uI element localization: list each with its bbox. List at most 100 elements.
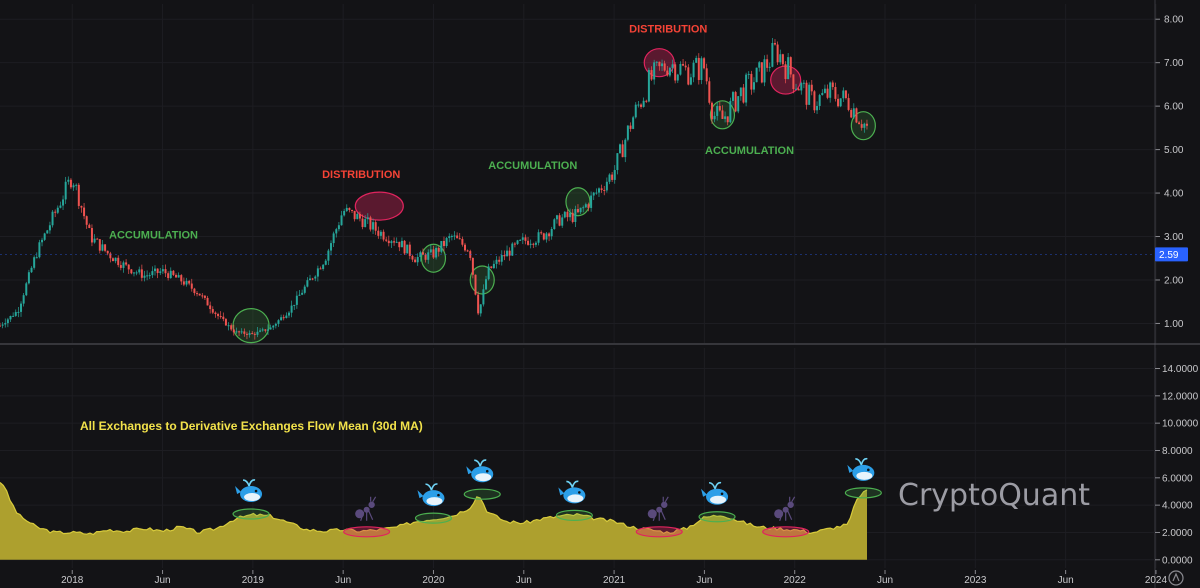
whale-icon xyxy=(417,483,445,507)
candle-body-285 xyxy=(747,73,750,75)
candle-body-157 xyxy=(411,255,414,260)
candle-body-122 xyxy=(319,268,322,270)
candle-body-124 xyxy=(324,260,327,265)
candle-body-128 xyxy=(335,229,338,234)
candle-body-300 xyxy=(787,57,790,80)
candle-body-79 xyxy=(206,297,209,306)
x-tick-label-10: 2023 xyxy=(964,575,987,586)
whale-tail xyxy=(466,466,473,475)
candle-body-256 xyxy=(671,64,674,68)
candle-body-87 xyxy=(227,325,230,327)
candle-body-118 xyxy=(309,278,312,281)
ant-icon xyxy=(647,496,669,521)
candle-body-213 xyxy=(558,215,561,226)
candle-body-22 xyxy=(56,207,59,213)
candle-body-80 xyxy=(209,305,212,310)
flow-zone-whale-2 xyxy=(414,512,453,524)
candle-body-319 xyxy=(837,98,840,107)
candle-body-85 xyxy=(222,316,225,320)
candle-body-84 xyxy=(219,316,222,318)
annotation-distribution-1: DISTRIBUTION xyxy=(322,169,400,181)
candle-body-288 xyxy=(755,67,758,83)
annotation-accumulation-2: ACCUMULATION xyxy=(488,160,577,172)
candle-body-205 xyxy=(537,232,540,243)
last-price-badge xyxy=(1155,247,1188,262)
candle-body-113 xyxy=(295,295,298,305)
candle-body-109 xyxy=(285,315,288,318)
candle-body-253 xyxy=(663,63,666,71)
candle-body-50 xyxy=(130,269,133,274)
candle-body-55 xyxy=(143,275,146,278)
whale-icon xyxy=(847,457,875,481)
candle-body-323 xyxy=(847,98,850,110)
candle-body-8 xyxy=(20,303,23,312)
candle-body-167 xyxy=(437,248,440,252)
whale-belly xyxy=(856,471,873,480)
candle-body-246 xyxy=(645,100,648,102)
candle-body-98 xyxy=(256,331,259,335)
candle-body-244 xyxy=(640,104,643,107)
candle-body-97 xyxy=(253,333,256,335)
candle-body-211 xyxy=(553,219,556,230)
candle-body-151 xyxy=(395,241,398,243)
candle-body-123 xyxy=(322,264,325,269)
price-zone-distribution-1 xyxy=(354,191,404,221)
candle-body-141 xyxy=(369,217,372,230)
candle-body-58 xyxy=(151,271,154,276)
whale-spout xyxy=(242,479,256,487)
candle-body-120 xyxy=(314,276,317,279)
candle-body-175 xyxy=(458,238,461,240)
candle-body-229 xyxy=(600,188,603,191)
candle-body-54 xyxy=(140,269,143,278)
candle-body-220 xyxy=(576,209,579,213)
candle-body-233 xyxy=(611,174,614,180)
candle-body-111 xyxy=(290,305,293,313)
candle-body-232 xyxy=(608,174,611,182)
candle-body-187 xyxy=(490,266,493,268)
chart-settings-icon[interactable] xyxy=(1168,570,1184,586)
candle-body-201 xyxy=(527,240,530,245)
candle-body-304 xyxy=(797,88,800,91)
flow-zone-retail-7 xyxy=(762,526,810,538)
last-price-label: 2.59 xyxy=(1159,250,1179,261)
ant-legs xyxy=(779,496,796,521)
whale-eye xyxy=(578,491,581,494)
candle-body-77 xyxy=(201,295,204,297)
candle-body-192 xyxy=(503,255,506,257)
candle-body-29 xyxy=(75,184,78,186)
candle-body-166 xyxy=(435,248,438,258)
candle-body-234 xyxy=(613,170,616,180)
candle-body-96 xyxy=(251,333,254,335)
candle-body-59 xyxy=(154,268,157,272)
candle-body-267 xyxy=(700,58,703,80)
candle-body-158 xyxy=(414,259,417,263)
candle-body-279 xyxy=(731,92,734,101)
candle-body-312 xyxy=(818,95,821,106)
candle-body-74 xyxy=(193,288,196,294)
candle-body-265 xyxy=(695,57,698,63)
candle-body-326 xyxy=(855,108,858,123)
candle-body-284 xyxy=(745,74,748,103)
candle-body-28 xyxy=(72,185,75,188)
candle-body-1 xyxy=(1,324,4,326)
candle-body-73 xyxy=(190,283,193,289)
candle-body-170 xyxy=(445,238,448,247)
candle-body-221 xyxy=(579,207,582,213)
candle-body-223 xyxy=(584,204,587,208)
candle-body-99 xyxy=(259,330,262,332)
candle-body-44 xyxy=(114,257,117,262)
candle-body-272 xyxy=(713,115,716,120)
candle-body-95 xyxy=(248,333,251,335)
candle-body-202 xyxy=(529,243,532,245)
candle-body-315 xyxy=(826,88,829,98)
whale-icon xyxy=(466,459,494,483)
flow-tick-label-3: 6.0000 xyxy=(1162,473,1193,484)
whale-spout xyxy=(566,480,579,488)
candle-body-129 xyxy=(337,225,340,230)
candle-body-245 xyxy=(642,100,645,107)
candle-body-214 xyxy=(561,217,564,226)
candle-body-216 xyxy=(566,211,569,218)
candle-body-310 xyxy=(813,91,816,111)
ant-head xyxy=(787,501,794,508)
candle-body-126 xyxy=(330,243,333,251)
